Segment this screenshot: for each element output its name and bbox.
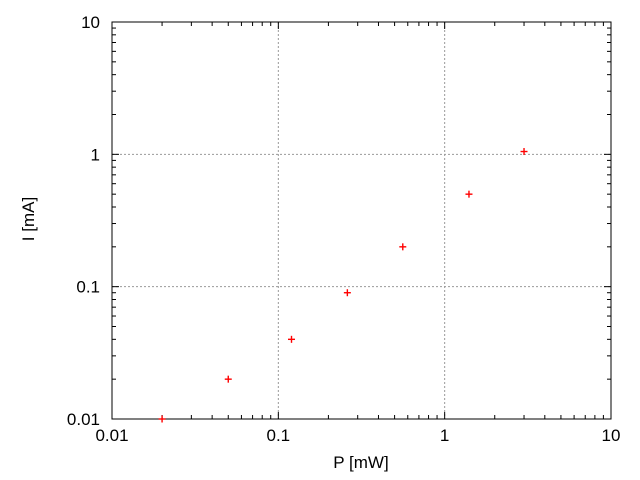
x-tick-label: 1 [440, 426, 449, 445]
y-axis-label: I [mA] [19, 196, 38, 242]
x-tick-label: 0.01 [95, 426, 128, 445]
y-tick-label: 10 [81, 13, 100, 32]
x-axis-label: P [mW] [333, 453, 389, 472]
y-tick-label: 0.01 [67, 410, 100, 429]
x-tick-label: 10 [602, 426, 621, 445]
y-tick-label: 0.1 [76, 278, 100, 297]
y-tick-label: 1 [91, 145, 100, 164]
plot-border [111, 21, 612, 420]
x-tick-label: 0.1 [267, 426, 291, 445]
